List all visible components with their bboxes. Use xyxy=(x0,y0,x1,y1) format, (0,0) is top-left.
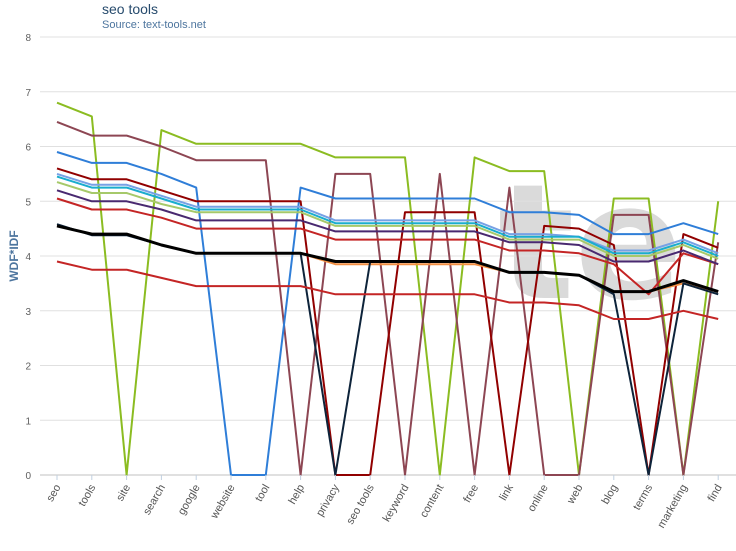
y-tick-label: 7 xyxy=(25,88,31,99)
y-tick-label: 0 xyxy=(25,471,31,482)
x-tick-label: find xyxy=(706,483,725,504)
x-tick-label: tools xyxy=(76,482,98,509)
x-tick-label: link xyxy=(497,482,516,503)
x-tick-label: help xyxy=(286,483,307,507)
y-tick-label: 3 xyxy=(25,307,31,318)
y-tick-label: 1 xyxy=(25,416,31,427)
x-tick-label: seo xyxy=(44,483,63,504)
y-tick-label: 6 xyxy=(25,143,31,154)
y-tick-label: 8 xyxy=(25,33,31,44)
x-tick-label: web xyxy=(565,483,586,507)
chart-subtitle: Source: text-tools.net xyxy=(102,19,206,31)
x-tick-label: blog xyxy=(600,483,621,507)
series-line-6[interactable] xyxy=(56,197,719,296)
series-line-13[interactable] xyxy=(56,224,719,294)
x-tick-label: online xyxy=(526,483,551,514)
series-line-7[interactable] xyxy=(56,175,719,257)
x-tick-label: marketing xyxy=(655,483,690,531)
x-tick-label: google xyxy=(176,483,203,518)
x-tick-label: free xyxy=(461,483,481,505)
x-tick-label: search xyxy=(141,483,168,518)
series-line-4[interactable] xyxy=(56,167,719,476)
series-line-3[interactable] xyxy=(56,151,719,476)
y-tick-label: 2 xyxy=(25,362,31,373)
x-tick-label: terms xyxy=(631,482,655,512)
x-tick-label: tool xyxy=(253,483,272,504)
x-tick-label: seo tools xyxy=(344,482,377,527)
x-tick-label: content xyxy=(418,483,446,520)
series-line-5[interactable] xyxy=(56,172,719,255)
series-line-8[interactable] xyxy=(56,181,719,260)
x-tick-label: site xyxy=(114,483,133,504)
series-line-12[interactable] xyxy=(56,260,719,320)
x-tick-label: privacy xyxy=(314,482,342,519)
y-axis-label: WDF*IDF xyxy=(7,230,21,281)
chart-title: seo tools xyxy=(102,1,158,17)
series-line-9[interactable] xyxy=(56,189,719,266)
series-line-1[interactable] xyxy=(56,101,720,476)
y-tick-label: 5 xyxy=(25,197,31,208)
x-tick-label: website xyxy=(208,483,238,522)
y-tick-label: 4 xyxy=(25,252,31,263)
x-tick-label: keyword xyxy=(381,483,412,524)
